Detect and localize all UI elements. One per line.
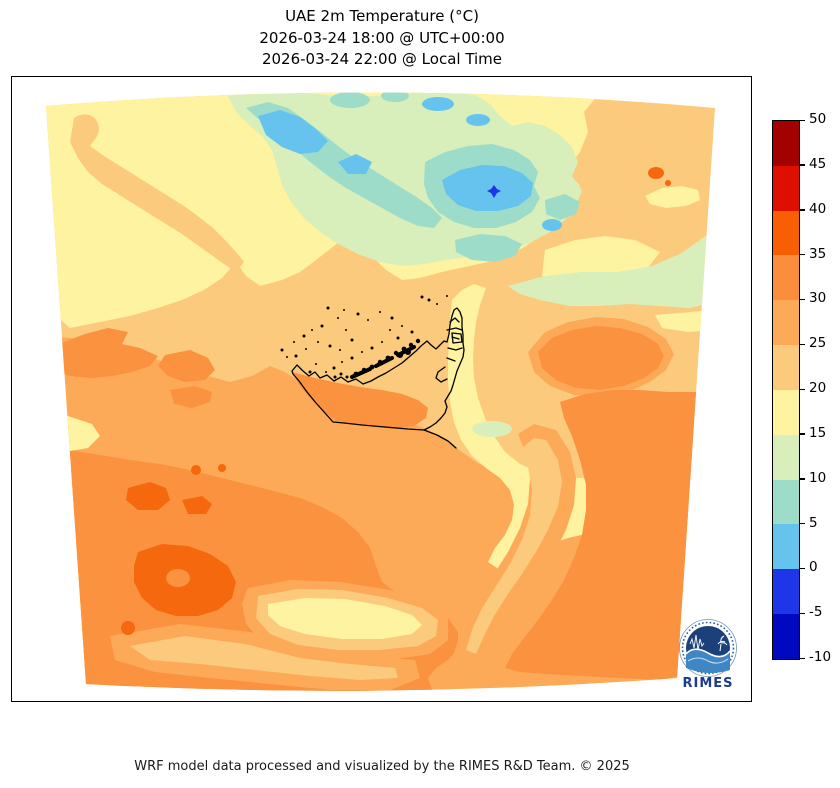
- island-dots: [280, 295, 448, 379]
- rimes-logo: RIMES: [678, 613, 738, 691]
- colorbar-segment: [773, 165, 799, 211]
- colorbar-tick-label: 35: [809, 245, 827, 262]
- colorbar-tick-label: 45: [809, 155, 827, 172]
- colorbar-tick-label: 0: [809, 559, 818, 576]
- colorbar-tick: [800, 657, 805, 659]
- colorbar-tick: [800, 478, 805, 480]
- colorbar-segment: [773, 345, 799, 390]
- colorbar-tick: [800, 119, 805, 121]
- colorbar-tick: [800, 433, 805, 435]
- colorbar-tick-label: 10: [809, 469, 827, 486]
- rimes-logo-icon: RIMES: [679, 619, 737, 691]
- chart-subtitle-local: 2026-03-24 22:00 @ Local Time: [261, 50, 503, 68]
- chart-title: UAE 2m Temperature (°C): [285, 7, 479, 25]
- colorbar-tick-label: 15: [809, 424, 827, 441]
- footer-credit: WRF model data processed and visualized …: [134, 759, 630, 774]
- colorbar-tick-label: 25: [809, 335, 827, 352]
- colorbar-tick: [800, 567, 805, 570]
- colorbar-tick: [800, 523, 805, 525]
- colorbar: [772, 120, 800, 660]
- rimes-logo-text: RIMES: [682, 676, 733, 691]
- temperature-field: [46, 92, 715, 691]
- colorbar-tick-label: -10: [809, 649, 832, 665]
- colorbar-tick: [800, 254, 805, 256]
- colorbar-tick: [800, 164, 805, 166]
- colorbar-tick-label: 50: [809, 111, 827, 127]
- cold-band: [228, 92, 582, 266]
- colorbar-segment: [773, 255, 799, 301]
- colorbar-tick-label: 5: [809, 514, 818, 531]
- colorbar-segment: [773, 479, 799, 525]
- colorbar-segment: [773, 614, 799, 659]
- colorbar-tick: [800, 388, 805, 390]
- colorbar-tick: [800, 298, 805, 301]
- hot-patches: [121, 167, 671, 635]
- colorbar-tick: [800, 209, 805, 211]
- colorbar-tick: [800, 343, 805, 346]
- colorbar-tick-label: -5: [809, 604, 823, 621]
- chart-subtitle-utc: 2026-03-24 18:00 @ UTC+00:00: [259, 28, 505, 47]
- colorbar-tick-label: 30: [809, 290, 827, 307]
- colorbar-tick: [800, 612, 805, 615]
- colorbar-segment: [773, 121, 799, 166]
- colorbar-ticks: 50 45 40 35 30 25 20 15 10 5 0 -5 -10: [800, 111, 840, 665]
- colorbar-segment: [773, 524, 799, 570]
- colorbar-segment: [773, 434, 799, 480]
- colorbar-segment: [773, 569, 799, 615]
- colorbar-segment: [773, 210, 799, 256]
- colorbar-tick-label: 20: [809, 380, 827, 396]
- colorbar-tick-label: 40: [809, 200, 827, 217]
- colorbar-segment: [773, 389, 799, 435]
- coldest-spot: [487, 185, 501, 198]
- chart-title-block: UAE 2m Temperature (°C) 2026-03-24 18:00…: [0, 6, 764, 71]
- colorbar-segment: [773, 300, 799, 346]
